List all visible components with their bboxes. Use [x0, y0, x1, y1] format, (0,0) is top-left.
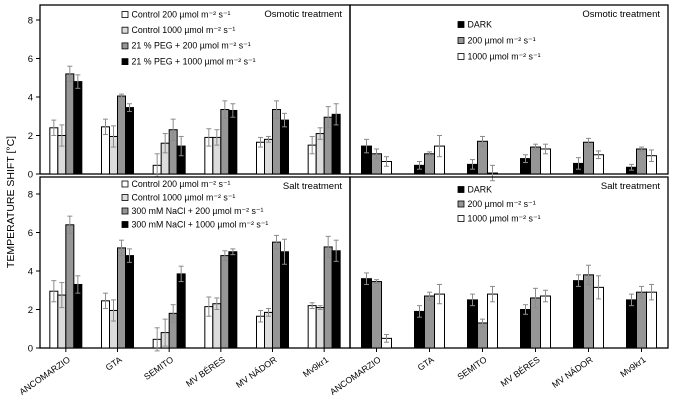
legend-label: Control 200 µmol m⁻² s⁻¹ [132, 179, 231, 189]
legend-label: 200 µmol m⁻² s⁻¹ [468, 199, 536, 209]
legend-swatch [457, 21, 465, 28]
bar [331, 250, 341, 349]
bar [117, 247, 126, 349]
category-label: GTA [104, 354, 124, 372]
bar [280, 119, 289, 175]
legend-swatch [457, 200, 465, 208]
bar [220, 109, 230, 175]
legend-swatch [121, 58, 129, 65]
bar [315, 307, 325, 349]
legend-swatch [457, 186, 465, 193]
category-label: MV BÉRES [499, 354, 542, 388]
bar [583, 274, 594, 349]
legend-label: Control 1000 µmol m⁻² s⁻¹ [132, 25, 236, 35]
bar [264, 311, 273, 349]
legend-swatch [121, 221, 129, 228]
panel-title: Osmotic treatment [582, 9, 660, 20]
bar [530, 146, 541, 175]
legend-swatch [457, 53, 465, 60]
panel-title: Salt treatment [601, 181, 660, 192]
bar [626, 299, 637, 349]
legend-label: 21 % PEG + 200 µmol m⁻² s⁻¹ [132, 41, 251, 51]
bar [220, 255, 230, 349]
y-tick-label: 6 [28, 54, 33, 65]
legend-label: 1000 µmol m⁻² s⁻¹ [468, 51, 541, 61]
legend-label: DARK [468, 19, 493, 29]
y-tick-label: 4 [28, 93, 33, 104]
bar [636, 291, 647, 349]
bar [65, 224, 75, 349]
category-label: MV BÉRES [184, 354, 227, 388]
legend-swatch [121, 26, 129, 34]
bar [264, 138, 273, 175]
legend-swatch [121, 11, 129, 18]
y-tick-label: 8 [28, 16, 33, 27]
bar [520, 309, 531, 349]
y-axis-title: TEMPERATURE SHIFT [°C] [5, 135, 17, 269]
y-tick-label: 2 [28, 305, 33, 316]
bar [573, 280, 584, 349]
legend-swatch [121, 180, 129, 188]
panel-title: Osmotic treatment [264, 9, 342, 20]
legend-label: 200 µmol m⁻² s⁻¹ [468, 35, 536, 45]
legend-swatch [121, 207, 129, 215]
category-label: MV NÁDOR [550, 354, 595, 389]
legend-label: Control 1000 µmol m⁻² s⁻¹ [132, 192, 236, 202]
bar [272, 241, 281, 349]
y-tick-label: 0 [28, 170, 33, 181]
category-label: GTA [416, 354, 436, 372]
bar [323, 246, 333, 349]
bar [280, 251, 289, 349]
panel-border-top-right [349, 4, 669, 175]
bar [176, 273, 186, 349]
legend-swatch [457, 215, 465, 222]
legend-swatch [121, 42, 129, 50]
bar [361, 278, 372, 349]
bar [65, 73, 75, 175]
bar [228, 251, 238, 349]
bar [212, 303, 222, 349]
bar [424, 153, 435, 175]
panel-border-bottom-left [39, 176, 351, 349]
panel-title: Salt treatment [283, 181, 342, 192]
y-tick-label: 4 [28, 267, 33, 278]
bar [467, 299, 478, 349]
category-label: Mv9kr1 [618, 354, 647, 379]
bar [307, 305, 317, 349]
legend-swatch [121, 194, 129, 201]
category-label: Mv9kr1 [301, 354, 330, 379]
bar [73, 283, 83, 349]
legend-label: 21 % PEG + 1000 µmol m⁻² s⁻¹ [132, 56, 256, 66]
category-label: SEMITO [455, 354, 488, 382]
bar [117, 95, 126, 175]
legend-label: 300 mM NaCl + 1000 µmol m⁻² s⁻¹ [132, 219, 269, 229]
legend-label: 1000 µmol m⁻² s⁻¹ [468, 213, 541, 223]
panel-border-bottom-right [349, 176, 669, 349]
bar [371, 281, 382, 349]
y-tick-label: 6 [28, 228, 33, 239]
bar [125, 255, 134, 349]
bar [636, 148, 647, 175]
y-tick-label: 0 [28, 344, 33, 355]
bar [646, 291, 657, 349]
category-label: MV NÁDOR [234, 354, 279, 389]
legend-label: DARK [468, 184, 493, 194]
category-label: ANCOMARZIO [328, 354, 383, 396]
legend-label: 300 mM NaCl + 200 µmol m⁻² s⁻¹ [132, 206, 264, 216]
legend-label: Control 200 µmol m⁻² s⁻¹ [132, 9, 231, 19]
bar [540, 295, 551, 349]
category-label: SEMITO [142, 354, 175, 382]
y-tick-label: 2 [28, 131, 33, 142]
bar [583, 141, 594, 175]
category-label: ANCOMARZIO [17, 354, 72, 396]
y-tick-label: 8 [28, 190, 33, 201]
bar [424, 295, 435, 349]
bar [272, 109, 281, 175]
legend-swatch [457, 37, 465, 44]
bar [73, 81, 83, 175]
bar [125, 107, 134, 175]
bar [228, 109, 238, 175]
